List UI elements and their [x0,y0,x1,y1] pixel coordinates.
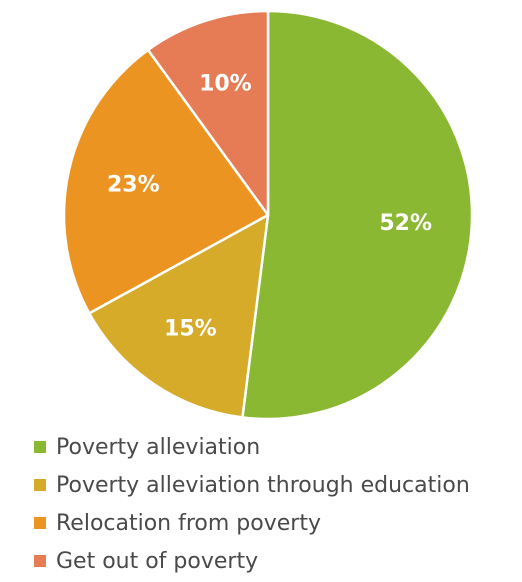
slice-value-label: 15% [164,317,217,342]
slice-value-label: 10% [199,71,252,96]
legend-swatch [34,441,46,453]
legend-item-poverty-alleviation: Poverty alleviation [34,428,514,466]
slice-value-label: 52% [379,211,432,236]
pie-slice-labels: 52% 15% 23% 10% [107,71,432,341]
legend-label: Poverty alleviation [56,434,261,460]
slice-value-label: 23% [107,172,160,197]
legend-item-poverty-alleviation-through-education: Poverty alleviation through education [34,466,514,504]
legend-label: Poverty alleviation through education [56,472,470,498]
legend-label: Relocation from poverty [56,510,321,536]
pie-slice-get-out-of-poverty [146,9,270,217]
pie-slice-poverty-alleviation [241,9,474,420]
legend-swatch [34,555,46,567]
legend-item-relocation-from-poverty: Relocation from poverty [34,504,514,542]
pie-slice-relocation-from-poverty [62,48,270,315]
pie-slice-poverty-alleviation-through-education [87,213,270,419]
legend-label: Get out of poverty [56,548,259,574]
legend-swatch [34,479,46,491]
pie-slices [62,9,474,420]
legend-item-get-out-of-poverty: Get out of poverty [34,542,514,580]
legend: Poverty alleviation Poverty alleviation … [34,428,514,580]
legend-swatch [34,517,46,529]
pie-plot-area: 52% 15% 23% 10% [62,9,474,420]
